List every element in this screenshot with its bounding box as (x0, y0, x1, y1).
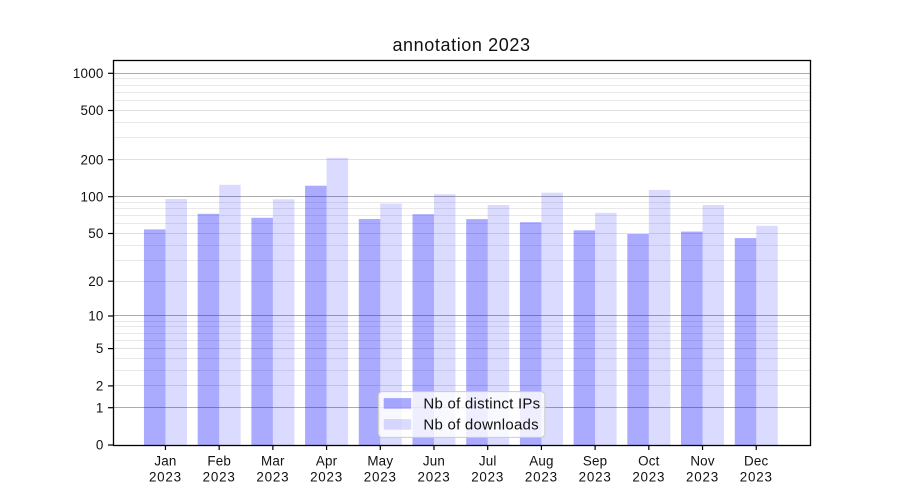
svg-text:Sep: Sep (583, 453, 607, 468)
svg-text:200: 200 (81, 152, 104, 167)
svg-text:2023: 2023 (149, 469, 182, 484)
svg-text:2023: 2023 (686, 469, 719, 484)
svg-text:Feb: Feb (207, 453, 231, 468)
svg-text:50: 50 (88, 226, 103, 241)
svg-text:2023: 2023 (579, 469, 612, 484)
svg-text:500: 500 (81, 103, 104, 118)
svg-text:Aug: Aug (529, 453, 553, 468)
svg-text:May: May (367, 453, 393, 468)
svg-text:Oct: Oct (638, 453, 660, 468)
svg-text:2023: 2023 (471, 469, 504, 484)
svg-text:5: 5 (96, 341, 104, 356)
svg-text:2023: 2023 (417, 469, 450, 484)
svg-text:2023: 2023 (740, 469, 773, 484)
svg-text:Apr: Apr (316, 453, 338, 468)
svg-text:1: 1 (96, 400, 104, 415)
svg-text:2023: 2023 (203, 469, 236, 484)
svg-text:Nb of downloads: Nb of downloads (423, 417, 539, 434)
svg-text:100: 100 (81, 189, 104, 204)
svg-text:20: 20 (88, 274, 103, 289)
svg-text:Nb of distinct IPs: Nb of distinct IPs (423, 396, 540, 413)
svg-text:Jul: Jul (479, 453, 497, 468)
svg-text:Dec: Dec (744, 453, 769, 468)
svg-text:2023: 2023 (632, 469, 665, 484)
svg-text:Jun: Jun (423, 453, 445, 468)
svg-text:0: 0 (96, 438, 104, 453)
svg-text:annotation 2023: annotation 2023 (392, 35, 530, 55)
svg-text:2: 2 (96, 379, 104, 394)
svg-text:10: 10 (88, 309, 103, 324)
svg-text:1000: 1000 (73, 66, 104, 81)
svg-text:2023: 2023 (525, 469, 558, 484)
svg-text:Nov: Nov (690, 453, 715, 468)
svg-text:2023: 2023 (310, 469, 343, 484)
svg-text:Mar: Mar (261, 453, 285, 468)
svg-text:2023: 2023 (364, 469, 397, 484)
svg-text:Jan: Jan (154, 453, 176, 468)
svg-text:2023: 2023 (256, 469, 289, 484)
